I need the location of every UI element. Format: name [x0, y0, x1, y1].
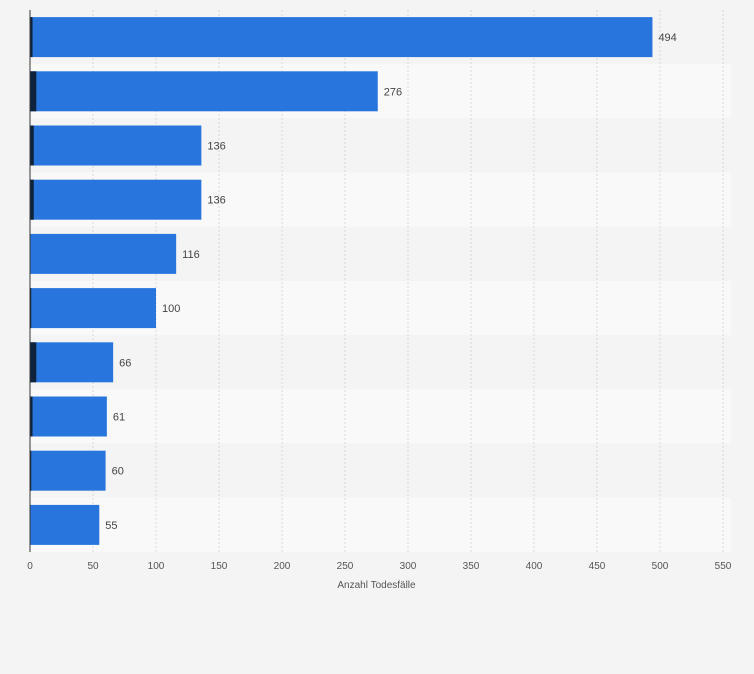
- data-label: 66: [119, 357, 131, 369]
- bar: [30, 125, 202, 166]
- x-tick-label: 550: [715, 561, 732, 572]
- x-axis-title: Anzahl Todesfälle: [337, 580, 416, 591]
- bar: [30, 450, 106, 491]
- x-tick-label: 250: [337, 561, 354, 572]
- x-tick-label: 450: [589, 561, 606, 572]
- bar: [30, 233, 177, 274]
- x-tick-label: 200: [274, 561, 291, 572]
- bar: [30, 288, 156, 329]
- row-band: [30, 497, 731, 552]
- bar: [30, 342, 114, 383]
- x-tick-label: 300: [400, 561, 417, 572]
- bar-accent-segment: [30, 342, 37, 383]
- row-band: [30, 389, 731, 444]
- data-label: 60: [112, 466, 124, 478]
- x-tick-label: 400: [526, 561, 543, 572]
- data-label: 116: [182, 249, 200, 261]
- x-tick-label: 100: [148, 561, 165, 572]
- data-label: 61: [113, 412, 125, 424]
- x-axis-ticks: 0 50 100 150 200 250 300 350 400 450 500 550: [27, 561, 732, 572]
- bars: [30, 17, 653, 545]
- data-label: 136: [207, 195, 225, 207]
- bar: [30, 396, 107, 437]
- x-tick-label: 500: [652, 561, 669, 572]
- x-tick-label: 350: [463, 561, 480, 572]
- data-label: 276: [384, 86, 402, 98]
- bar-accent-segment: [30, 125, 34, 166]
- bar-accent-segment: [30, 71, 37, 112]
- bar: [30, 71, 378, 112]
- data-labels: 494 276 136 136 116 100 66 61 60 55: [105, 32, 676, 532]
- data-label: 55: [105, 520, 117, 532]
- x-tick-label: 0: [27, 561, 33, 572]
- data-label: 136: [207, 141, 225, 153]
- bar-accent-segment: [30, 450, 32, 491]
- bar: [30, 504, 100, 545]
- bar-accent-segment: [30, 17, 33, 58]
- bar: [30, 179, 202, 220]
- bar-accent-segment: [30, 179, 34, 220]
- data-label: 494: [658, 32, 676, 44]
- bar-accent-segment: [30, 396, 33, 437]
- x-tick-label: 50: [87, 561, 99, 572]
- bar-accent-segment: [30, 288, 32, 329]
- data-label: 100: [162, 303, 180, 315]
- row-band: [30, 335, 731, 390]
- bar: [30, 17, 653, 58]
- row-band: [30, 443, 731, 498]
- x-tick-label: 150: [211, 561, 228, 572]
